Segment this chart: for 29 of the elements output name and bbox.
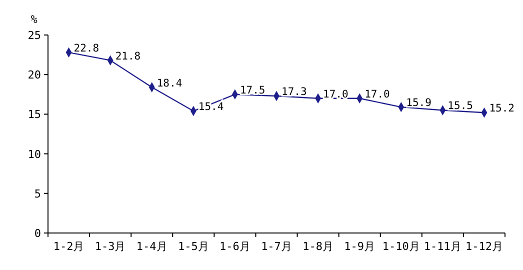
y-tick-label: 15 [28,108,41,122]
data-label: 17.0 [323,88,348,100]
y-tick-label: 25 [28,29,41,42]
data-label: 15.9 [406,97,432,110]
x-tick-label: 1-10月 [382,240,420,253]
x-tick-label: 1-9月 [344,240,376,253]
x-tick-label: 1-3月 [94,240,126,253]
x-tick-label: 1-11月 [424,240,462,253]
y-tick-label: 10 [28,148,41,161]
y-tick-label: 20 [28,68,41,82]
data-label: 15.4 [198,101,224,114]
data-label: 17.5 [240,84,266,96]
data-label: 17.3 [282,86,307,98]
x-tick-label: 1-7月 [261,240,292,253]
x-tick-label: 1-8月 [302,240,334,253]
x-tick-label: 1-4月 [136,240,168,253]
x-tick-label: 1-5月 [178,240,209,253]
y-tick-label: 5 [34,187,41,200]
x-tick-label: 1-2月 [53,240,84,253]
data-label: 15.5 [448,100,473,112]
y-tick-label: 0 [34,227,41,240]
data-label: 22.8 [74,42,100,54]
data-label: 21.8 [115,50,141,62]
x-tick-label: 1-6月 [220,240,250,253]
x-tick-label: 1-12月 [465,240,503,253]
data-label: 15.2 [489,102,515,115]
data-label: 18.4 [156,77,182,90]
y-axis-title: % [30,13,38,26]
data-label: 17.0 [364,88,390,100]
